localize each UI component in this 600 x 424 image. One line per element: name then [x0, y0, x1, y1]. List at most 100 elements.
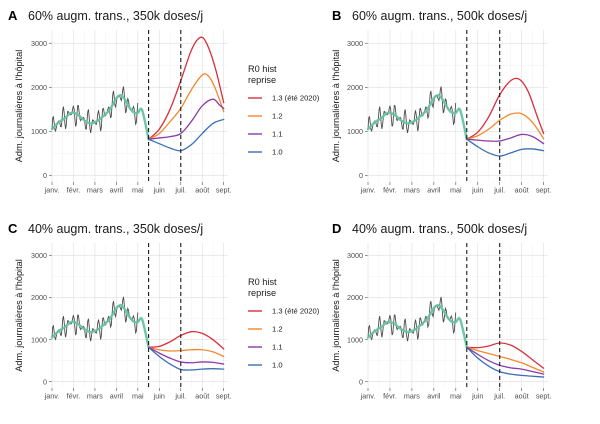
- x-tick-label: août: [515, 186, 529, 195]
- plot-background: [368, 243, 548, 388]
- legend-label-3: 1.0: [272, 361, 283, 370]
- y-tick-label: 2000: [31, 293, 47, 302]
- y-tick-label: 3000: [31, 251, 47, 260]
- plot-background: [52, 30, 228, 182]
- legend-title: R0 hist: [248, 64, 277, 74]
- y-tick-label: 2000: [347, 83, 363, 92]
- y-axis-title: Adm. journalières à l'hôpital: [331, 259, 341, 372]
- y-tick-label: 3000: [347, 39, 363, 48]
- x-tick-label: mai: [450, 186, 462, 195]
- x-tick-label: août: [195, 392, 209, 401]
- x-tick-label: mai: [132, 392, 144, 401]
- panel-a: A 60% augm. trans., 350k doses/j 0 1000 2000…: [8, 8, 320, 195]
- legend-label-1: 1.2: [272, 325, 283, 334]
- x-tick-label: févr.: [383, 186, 397, 195]
- y-tick-label: 1000: [31, 127, 47, 136]
- y-tick-label: 2000: [31, 83, 47, 92]
- y-tick-label: 0: [359, 171, 363, 180]
- y-tick-label: 1000: [347, 335, 363, 344]
- y-axis-title: Adm. journalières à l'hôpital: [14, 50, 24, 163]
- panel-title: 60% augm. trans., 350k doses/j: [28, 9, 203, 23]
- plot-background: [368, 30, 548, 182]
- legend-title: reprise: [248, 75, 276, 85]
- x-tick-label: sept.: [216, 186, 232, 195]
- series-line-3: [466, 346, 545, 378]
- x-tick-label: sept.: [536, 392, 552, 401]
- x-tick-label: févr.: [67, 392, 81, 401]
- series-line-2: [147, 346, 225, 365]
- panel-letter: C: [8, 221, 18, 236]
- legend-label-3: 1.0: [272, 148, 283, 157]
- series-line-2: [147, 98, 225, 140]
- panel-b: B 60% augm. trans., 500k doses/j 0 1000 2000…: [331, 8, 551, 195]
- y-axis-title: Adm. journalières à l'hôpital: [331, 50, 341, 163]
- legend-label-1: 1.2: [272, 112, 283, 121]
- series-line-3: [147, 346, 225, 371]
- series-line-3: [147, 118, 225, 152]
- x-tick-label: juin: [471, 186, 483, 195]
- x-tick-label: janv.: [44, 186, 60, 195]
- x-tick-label: févr.: [67, 186, 81, 195]
- x-tick-label: juil.: [493, 186, 505, 195]
- y-axis-title: Adm. journalières à l'hôpital: [14, 259, 24, 372]
- panel-title: 60% augm. trans., 500k doses/j: [352, 9, 527, 23]
- plot-background: [52, 243, 228, 388]
- x-tick-label: mai: [132, 186, 144, 195]
- observed-smoothed-line: [50, 303, 150, 349]
- series-line-1: [466, 346, 545, 373]
- panel-d: D 40% augm. trans., 500k doses/j 0 1000 2000…: [331, 221, 551, 401]
- x-tick-label: avril: [110, 186, 124, 195]
- panel-title: 40% augm. trans., 350k doses/j: [28, 222, 203, 236]
- x-tick-label: juil.: [174, 186, 186, 195]
- x-tick-label: mars: [404, 186, 420, 195]
- legend-label-2: 1.1: [272, 343, 283, 352]
- observed-smoothed-line: [50, 93, 150, 141]
- x-tick-label: juil.: [174, 392, 186, 401]
- y-tick-label: 3000: [31, 39, 47, 48]
- x-tick-label: mars: [404, 392, 420, 401]
- x-tick-label: juil.: [493, 392, 505, 401]
- x-tick-label: sept.: [216, 392, 232, 401]
- observed-smoothed-line: [366, 303, 468, 349]
- series-line-0: [147, 36, 225, 140]
- x-tick-label: mars: [87, 392, 103, 401]
- panel-letter: A: [8, 8, 18, 23]
- panel-letter: B: [332, 8, 341, 23]
- series-line-0: [466, 342, 545, 369]
- y-tick-label: 0: [43, 171, 47, 180]
- x-tick-label: mars: [87, 186, 103, 195]
- y-tick-label: 1000: [347, 127, 363, 136]
- observed-smoothed-line: [366, 93, 468, 141]
- panel-c: C 40% augm. trans., 350k doses/j 0 1000 2000…: [8, 221, 320, 401]
- y-tick-label: 1000: [31, 335, 47, 344]
- panel-title: 40% augm. trans., 500k doses/j: [352, 222, 527, 236]
- legend-label-0: 1.3 (été 2020): [272, 94, 320, 103]
- series-line-0: [466, 77, 545, 140]
- y-tick-label: 2000: [347, 293, 363, 302]
- x-tick-label: août: [515, 392, 529, 401]
- y-tick-label: 0: [359, 377, 363, 386]
- x-tick-label: mai: [450, 392, 462, 401]
- y-tick-label: 0: [43, 377, 47, 386]
- panel-letter: D: [332, 221, 341, 236]
- series-line-1: [147, 73, 225, 140]
- x-tick-label: juin: [153, 186, 165, 195]
- x-tick-label: janv.: [360, 186, 376, 195]
- x-tick-label: févr.: [383, 392, 397, 401]
- x-tick-label: janv.: [44, 392, 60, 401]
- panels: A 60% augm. trans., 350k doses/j 0 1000 2000…: [8, 8, 551, 401]
- legend-title: R0 hist: [248, 277, 277, 287]
- series-line-2: [466, 133, 545, 145]
- legend-label-0: 1.3 (été 2020): [272, 307, 320, 316]
- series-line-3: [466, 138, 545, 157]
- series-line-0: [147, 330, 225, 350]
- series-line-1: [147, 346, 225, 358]
- x-tick-label: avril: [427, 186, 441, 195]
- x-tick-label: juin: [153, 392, 165, 401]
- x-tick-label: sept.: [536, 186, 552, 195]
- series-line-1: [466, 112, 545, 140]
- series-line-2: [466, 346, 545, 375]
